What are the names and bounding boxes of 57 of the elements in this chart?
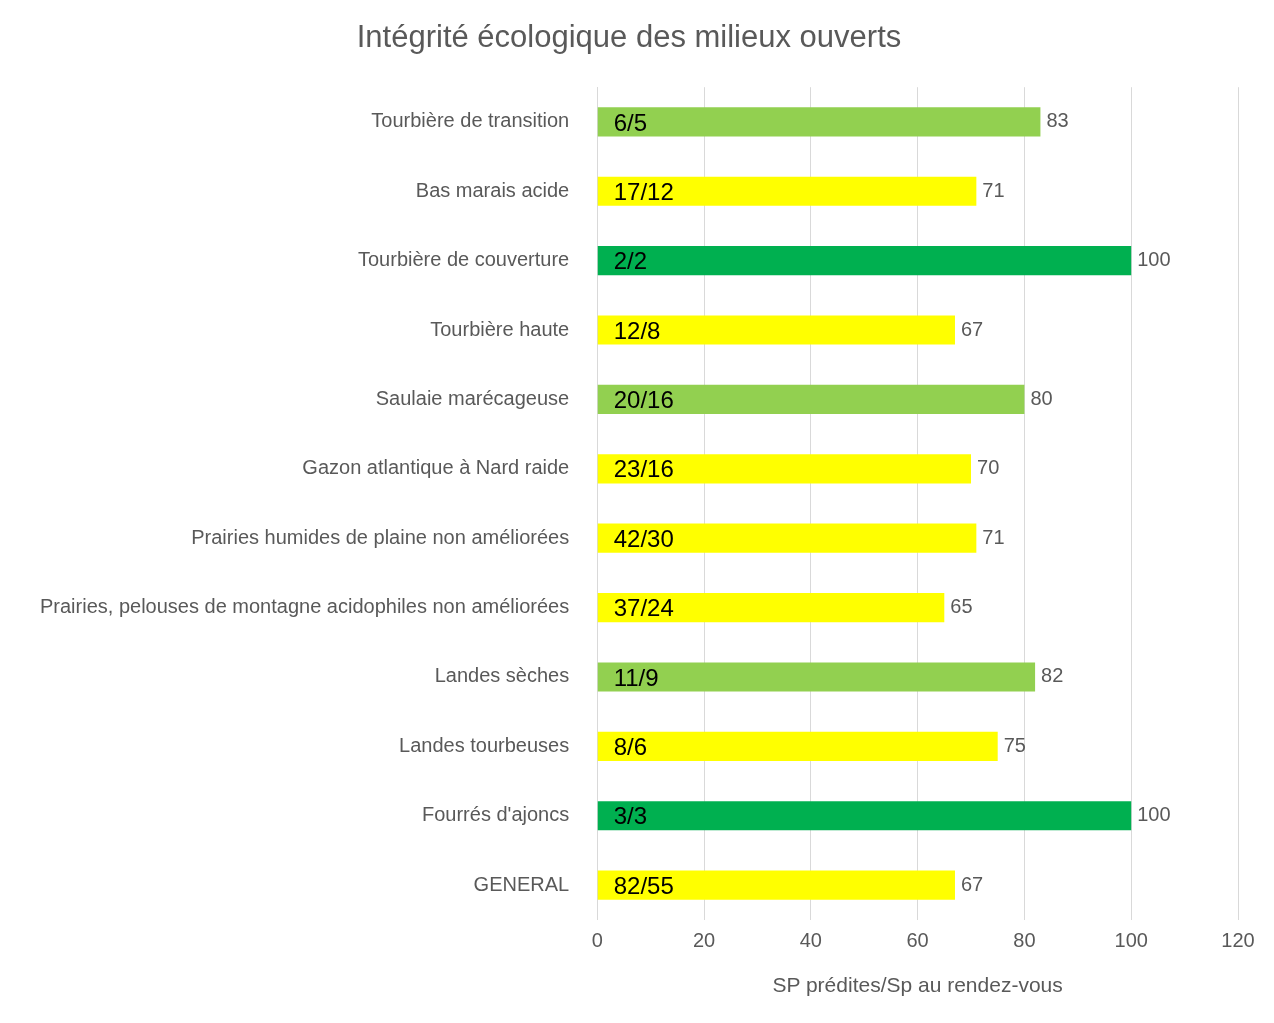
y-tick-label: Tourbière de transition xyxy=(371,109,570,132)
y-tick-label: Fourrés d'ajoncs xyxy=(421,803,570,826)
y-tick-label: Landes tourbeuses xyxy=(399,733,570,756)
bar xyxy=(597,801,1132,831)
annotation: 20/16 xyxy=(613,386,674,414)
x-tick-label: 20 xyxy=(692,929,716,952)
data-label: 100 xyxy=(1137,803,1171,826)
y-tick-label: Tourbière haute xyxy=(430,317,570,340)
annotation: 8/6 xyxy=(613,732,648,760)
bar xyxy=(597,454,971,484)
data-label: 71 xyxy=(982,178,1005,201)
data-label: 82 xyxy=(1041,664,1064,687)
x-tick-label: 100 xyxy=(1114,929,1148,952)
annotation: 42/30 xyxy=(613,524,674,552)
bar xyxy=(597,384,1025,414)
annotation: 3/3 xyxy=(613,802,648,830)
x-tick-label: 60 xyxy=(906,929,929,952)
bar xyxy=(597,107,1041,137)
annotation: 12/8 xyxy=(613,316,661,344)
bar xyxy=(597,523,977,553)
data-label: 83 xyxy=(1046,109,1069,132)
x-axis-title: SP prédites/Sp au rendez-vous xyxy=(772,973,1063,997)
annotation: 23/16 xyxy=(613,455,674,483)
bar xyxy=(597,593,945,623)
bar xyxy=(597,662,1036,692)
bar xyxy=(597,176,977,206)
chart-title: Intégrité écologique des milieux ouverts xyxy=(356,19,902,55)
bar xyxy=(597,731,998,761)
y-tick-label: Prairies, pelouses de montagne acidophiles non améliorées xyxy=(39,595,570,618)
data-label: 67 xyxy=(960,317,984,340)
x-tick-label: 80 xyxy=(1013,929,1036,952)
x-tick-label: 120 xyxy=(1221,929,1255,952)
annotation: 2/2 xyxy=(613,247,648,275)
data-label: 70 xyxy=(977,456,1000,479)
data-label: 71 xyxy=(982,525,1005,548)
data-label: 75 xyxy=(1003,733,1026,756)
y-tick-label: GENERAL xyxy=(473,872,570,895)
y-tick-label: Gazon atlantique à Nard raide xyxy=(302,456,570,479)
data-label: 67 xyxy=(960,872,984,895)
y-tick-label: Landes sèches xyxy=(434,664,570,687)
annotation: 82/55 xyxy=(613,871,674,899)
annotation: 37/24 xyxy=(613,594,674,622)
data-label: 100 xyxy=(1137,248,1171,271)
y-tick-label: Saulaie marécageuse xyxy=(375,386,570,409)
bar xyxy=(597,870,955,900)
annotation: 6/5 xyxy=(613,108,648,136)
data-label: 80 xyxy=(1030,386,1053,409)
annotation: 17/12 xyxy=(613,177,674,205)
y-tick-label: Tourbière de couverture xyxy=(357,248,570,271)
data-label: 65 xyxy=(950,595,973,618)
annotation: 11/9 xyxy=(613,663,659,691)
bar xyxy=(597,246,1132,276)
bar xyxy=(597,315,955,345)
x-tick-label: 0 xyxy=(591,929,603,952)
y-tick-label: Prairies humides de plaine non améliorées xyxy=(191,525,570,548)
x-tick-label: 40 xyxy=(799,929,822,952)
y-tick-label: Bas marais acide xyxy=(415,178,570,201)
